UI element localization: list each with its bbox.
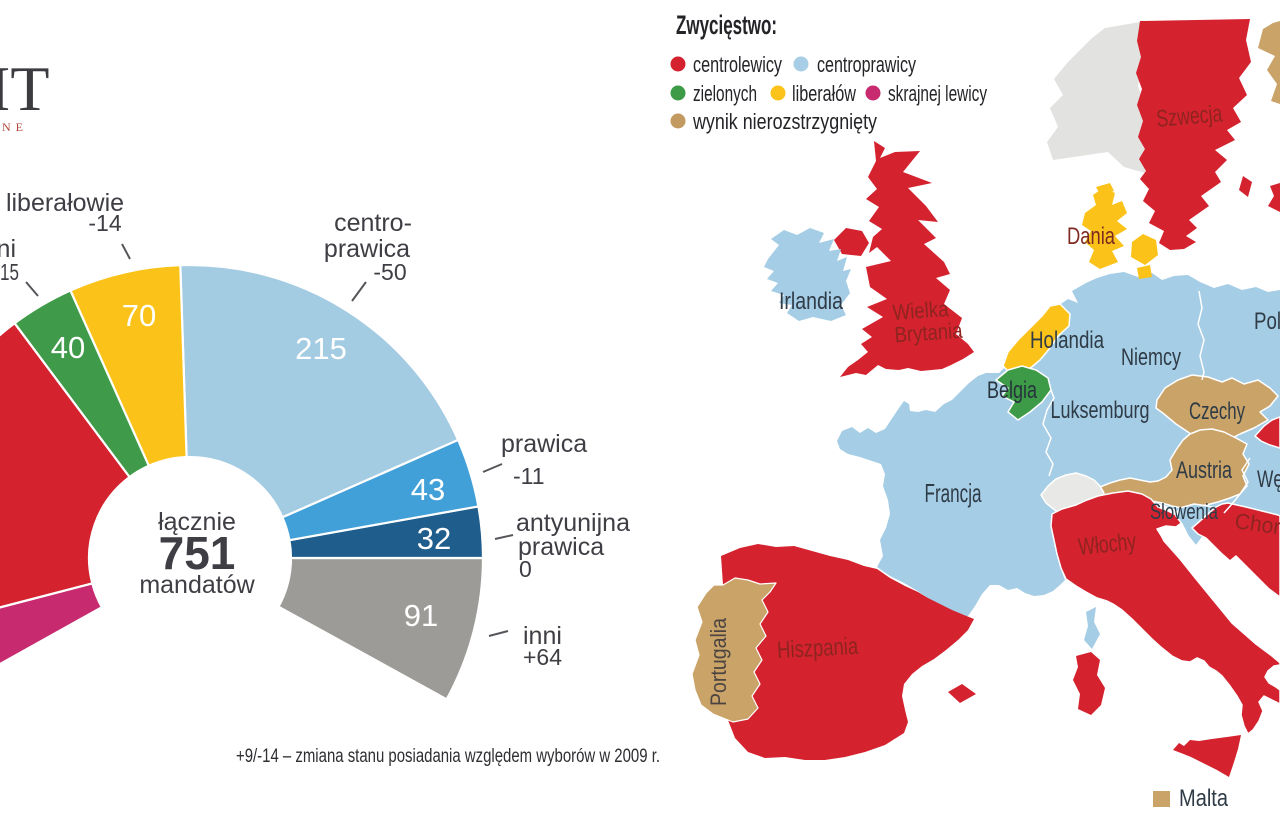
svg-text:zieloni: zieloni bbox=[0, 235, 16, 263]
svg-text:43: 43 bbox=[411, 472, 445, 507]
svg-text:70: 70 bbox=[122, 298, 156, 333]
svg-text:32: 32 bbox=[417, 521, 451, 556]
svg-text:Węgry: Węgry bbox=[1257, 466, 1280, 493]
svg-text:mandatów: mandatów bbox=[139, 571, 255, 599]
svg-text:Szwecja: Szwecja bbox=[1155, 100, 1224, 133]
svg-text:-11: -11 bbox=[513, 463, 545, 489]
svg-text:+9/-14 – zmiana stanu posiadan: +9/-14 – zmiana stanu posiadania względe… bbox=[236, 746, 660, 767]
svg-text:751: 751 bbox=[159, 527, 236, 579]
svg-text:NE: NE bbox=[2, 120, 28, 134]
svg-text:Zwycięstwo:: Zwycięstwo: bbox=[676, 10, 777, 40]
svg-text:-14: -14 bbox=[88, 210, 121, 236]
svg-text:Brytania: Brytania bbox=[894, 318, 964, 348]
svg-text:liberałów: liberałów bbox=[792, 81, 856, 106]
svg-text:215: 215 bbox=[295, 331, 347, 366]
svg-text:Włochy: Włochy bbox=[1077, 528, 1138, 561]
svg-text:Austria: Austria bbox=[1176, 457, 1232, 484]
svg-text:91: 91 bbox=[404, 598, 438, 633]
svg-text:Irlandia: Irlandia bbox=[779, 288, 844, 315]
svg-text:centrolewicy: centrolewicy bbox=[693, 52, 782, 77]
svg-text:wynik nierozstrzygnięty: wynik nierozstrzygnięty bbox=[692, 109, 877, 134]
svg-text:antyunijna: antyunijna bbox=[516, 509, 630, 537]
svg-text:Hiszpania: Hiszpania bbox=[776, 633, 859, 664]
svg-text:zielonych: zielonych bbox=[693, 81, 757, 106]
svg-text:inni: inni bbox=[523, 622, 562, 650]
svg-text:prawica: prawica bbox=[501, 430, 587, 458]
svg-text:Malta: Malta bbox=[1179, 785, 1229, 812]
svg-text:Niemcy: Niemcy bbox=[1121, 344, 1181, 371]
svg-text:-50: -50 bbox=[373, 259, 406, 285]
svg-text:Wielka: Wielka bbox=[892, 296, 950, 325]
svg-text:+64: +64 bbox=[523, 644, 562, 670]
svg-text:0: 0 bbox=[519, 556, 532, 582]
svg-text:Czechy: Czechy bbox=[1189, 398, 1245, 425]
svg-text:15: 15 bbox=[0, 259, 19, 285]
svg-text:Dania: Dania bbox=[1067, 223, 1115, 250]
svg-text:Słowenia: Słowenia bbox=[1150, 499, 1219, 524]
svg-text:IT: IT bbox=[0, 53, 49, 124]
svg-text:prawica: prawica bbox=[324, 235, 410, 263]
svg-text:Portugalia: Portugalia bbox=[706, 617, 731, 706]
svg-text:Belgia: Belgia bbox=[987, 377, 1037, 404]
svg-text:40: 40 bbox=[51, 330, 85, 365]
svg-text:Polska: Polska bbox=[1254, 308, 1280, 335]
svg-text:łącznie: łącznie bbox=[158, 508, 236, 536]
svg-text:Holandia: Holandia bbox=[1030, 327, 1105, 354]
svg-text:centroprawicy: centroprawicy bbox=[817, 52, 916, 77]
svg-text:liberałowie: liberałowie bbox=[6, 189, 124, 217]
svg-text:prawica: prawica bbox=[518, 533, 604, 561]
svg-text:skrajnej lewicy: skrajnej lewicy bbox=[888, 81, 987, 106]
svg-text:Francja: Francja bbox=[925, 478, 982, 508]
svg-text:Luksemburg: Luksemburg bbox=[1051, 397, 1150, 424]
svg-text:centro-: centro- bbox=[334, 209, 412, 237]
